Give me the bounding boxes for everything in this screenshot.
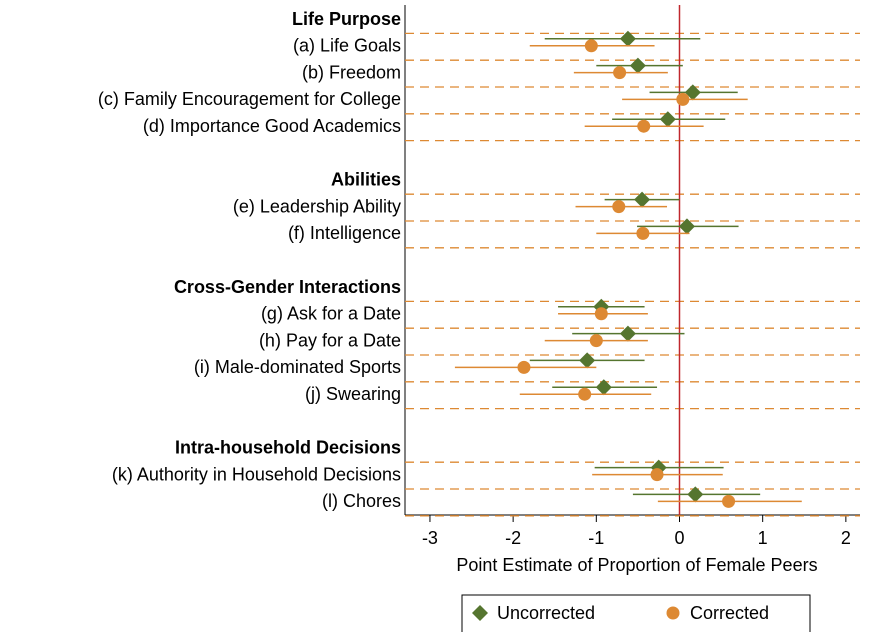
point (595, 379, 612, 396)
legend-box (461, 594, 811, 632)
group-label: Intra-household Decisions (175, 438, 401, 458)
point (629, 57, 646, 74)
category-label: (l) Chores (322, 491, 401, 511)
x-axis-title: Point Estimate of Proportion of Female P… (456, 555, 817, 575)
x-tick-label: -3 (422, 528, 438, 548)
group-label: Cross-Gender Interactions (174, 277, 401, 297)
legend-label: Corrected (690, 603, 769, 623)
point (634, 191, 651, 208)
point (637, 119, 651, 133)
group-label: Life Purpose (292, 9, 401, 29)
point (636, 226, 650, 240)
point (678, 218, 695, 235)
point (578, 387, 592, 401)
point (579, 352, 596, 369)
point (517, 360, 531, 374)
category-label: (b) Freedom (302, 62, 401, 82)
point (687, 486, 704, 503)
point (659, 111, 676, 128)
point (676, 92, 690, 106)
x-tick-label: 1 (758, 528, 768, 548)
legend-label: Uncorrected (497, 603, 595, 623)
category-label: (f) Intelligence (288, 223, 401, 243)
category-label: (i) Male-dominated Sports (194, 357, 401, 377)
legend-marker (472, 605, 488, 621)
point (613, 66, 627, 80)
point (584, 39, 598, 53)
category-label: (e) Leadership Ability (233, 196, 401, 216)
x-tick-label: 0 (674, 528, 684, 548)
point (619, 325, 636, 342)
category-label: (j) Swearing (305, 384, 401, 404)
category-label: (g) Ask for a Date (261, 304, 401, 324)
point (612, 200, 626, 214)
category-label: (d) Importance Good Academics (143, 116, 401, 136)
group-label: Abilities (331, 170, 401, 190)
category-label: (k) Authority in Household Decisions (112, 464, 401, 484)
x-tick-label: -1 (588, 528, 604, 548)
x-tick-label: -2 (505, 528, 521, 548)
category-label: (c) Family Encouragement for College (98, 89, 401, 109)
legend-marker (666, 606, 680, 620)
category-label: (h) Pay for a Date (259, 330, 401, 350)
category-label: (a) Life Goals (293, 36, 401, 56)
point (722, 494, 736, 508)
point (684, 84, 701, 101)
x-tick-label: 2 (841, 528, 851, 548)
point (594, 307, 608, 321)
point (650, 468, 664, 482)
point (589, 334, 603, 348)
point (619, 30, 636, 47)
